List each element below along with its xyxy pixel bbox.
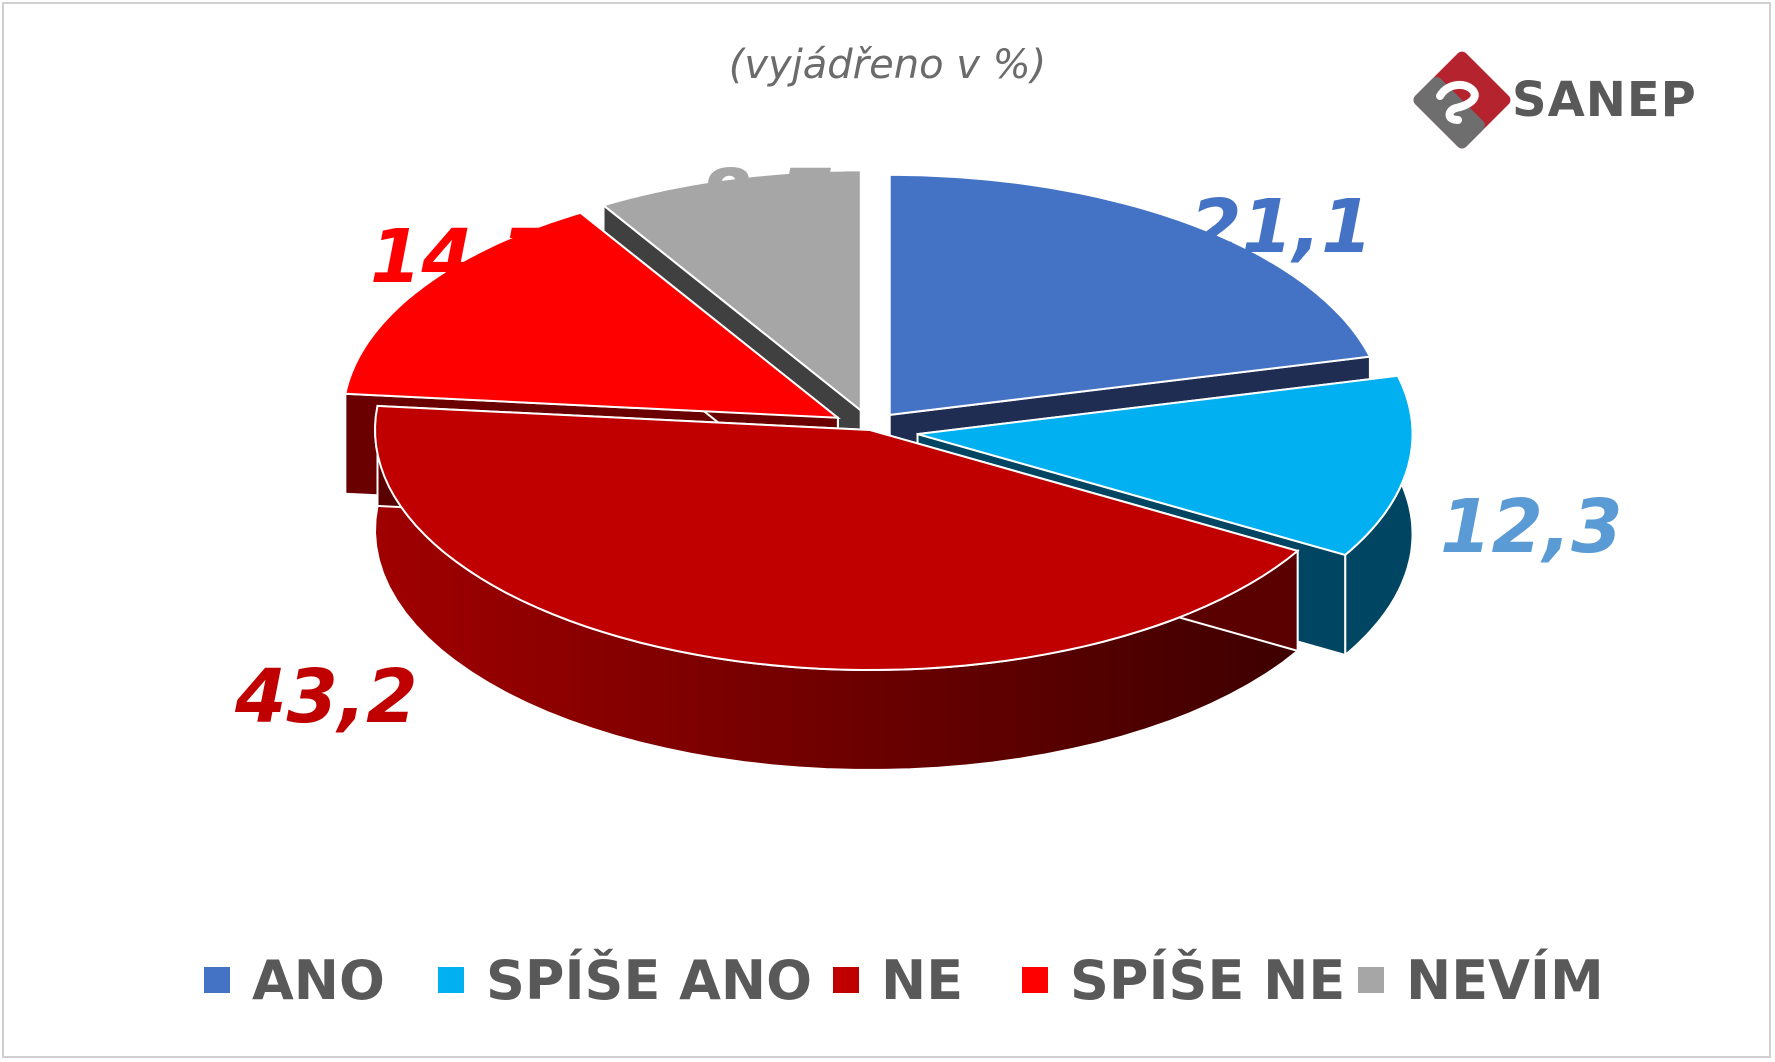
data-label-ano: 21,1 [1190, 184, 1373, 270]
sanep-logo-icon [1413, 51, 1511, 149]
legend-label-spise-ne: SPÍŠE NE [1070, 948, 1346, 1012]
pie-slice-spise-ano [917, 374, 1414, 557]
data-label-spise-ne: 14,7 [370, 214, 553, 300]
legend-label-nevim: NEVÍM [1406, 948, 1604, 1012]
pie-slice-ano [888, 173, 1372, 417]
data-label-nevim: 8,7 [700, 154, 832, 240]
pie-slice-spise-ne [344, 211, 841, 419]
legend-label-spise-ano: SPÍŠE ANO [486, 948, 813, 1012]
legend-item-spise-ne: SPÍŠE NE [1022, 945, 1345, 1015]
legend-swatch-spise-ano [438, 967, 464, 993]
chart-subtitle: (vyjádřeno v %) [728, 42, 1047, 88]
legend-item-ne: NE [833, 945, 963, 1015]
legend-item-spise-ano: SPÍŠE ANO [438, 945, 812, 1015]
data-label-ne: 43,2 [235, 654, 418, 740]
legend-label-ano: ANO [252, 948, 385, 1012]
legend-swatch-ne [833, 967, 859, 993]
legend-swatch-ano [204, 967, 230, 993]
pie-slice-tops [344, 169, 1414, 672]
data-label-spise-ano: 12,3 [1440, 484, 1623, 570]
pie-slice-nevim [601, 169, 862, 413]
pie-slice-ne [374, 404, 1300, 672]
legend-item-nevim: NEVÍM [1358, 945, 1604, 1015]
legend-swatch-nevim [1358, 967, 1384, 993]
legend-item-ano: ANO [204, 945, 385, 1015]
logo-text: SANEP [1512, 72, 1697, 128]
legend-swatch-spise-ne [1022, 967, 1048, 993]
legend-label-ne: NE [881, 948, 964, 1012]
